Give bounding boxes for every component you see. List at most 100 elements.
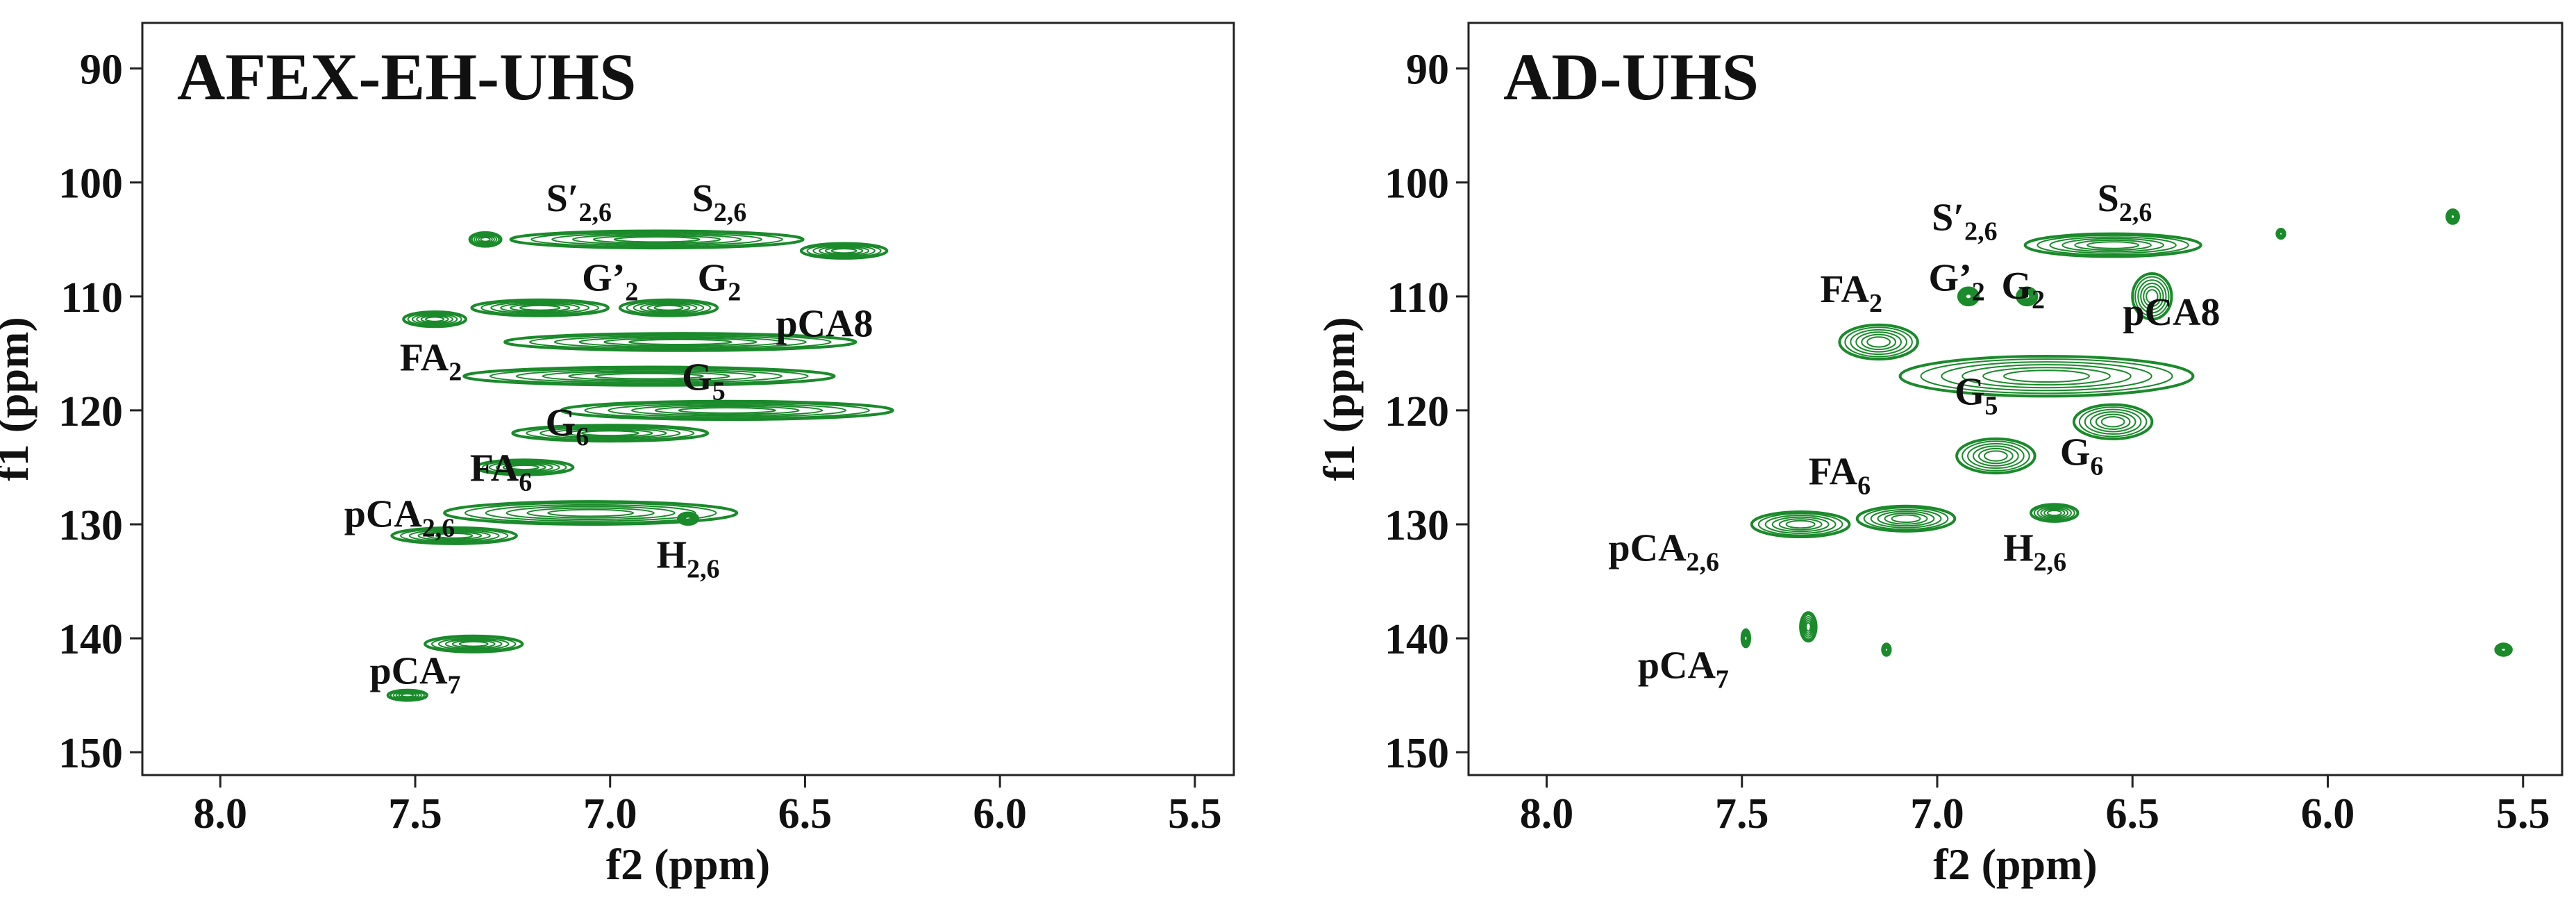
contour-ring bbox=[2137, 279, 2167, 314]
x-tick-label: 7.0 bbox=[1910, 790, 1964, 838]
y-tick-label: 90 bbox=[1406, 47, 1449, 94]
contour-ring bbox=[1983, 450, 2008, 462]
panel-title: AD-UHS bbox=[1503, 40, 1759, 114]
peak-label: pCA8 bbox=[2123, 291, 2220, 334]
contour-ring bbox=[1941, 361, 2152, 392]
contour-ring bbox=[1967, 442, 2025, 469]
contour-ring bbox=[681, 515, 695, 523]
peak-label-subscript: 2 bbox=[625, 278, 638, 307]
contour-ring bbox=[2140, 282, 2164, 310]
peak-label-subscript: 2 bbox=[2032, 285, 2045, 315]
contour-ring bbox=[390, 690, 425, 701]
peak-label-subscript: 2,6 bbox=[687, 554, 720, 583]
contour-ring bbox=[2447, 210, 2459, 224]
contour-peak bbox=[424, 634, 524, 654]
peak-label-main: G bbox=[2001, 265, 2032, 308]
contour-peak bbox=[1881, 642, 1892, 657]
peak-label-main: FA bbox=[1821, 268, 1870, 311]
peak-label: S2,6 bbox=[2098, 177, 2152, 227]
contour-ring bbox=[1973, 445, 2019, 467]
panel-afex-eh-uhs: 8.0 7.5 7.0 6.5 6.0 5.5 90 100 110 120 130 140 150 f2… bbox=[0, 22, 1235, 889]
contour-ring bbox=[1855, 504, 1957, 533]
contour-ring bbox=[411, 313, 458, 326]
contour-ring bbox=[683, 515, 694, 522]
x-tick-label: 6.0 bbox=[2301, 790, 2355, 838]
contour-ring bbox=[1785, 519, 1816, 529]
peak-label-subscript: 5 bbox=[712, 376, 726, 406]
contour-ring bbox=[618, 298, 719, 317]
y-tick-label: 150 bbox=[1385, 730, 1449, 777]
peak-label-subscript: 7 bbox=[448, 671, 461, 700]
peak-label: FA6 bbox=[1809, 451, 1871, 501]
contour-ring bbox=[553, 335, 807, 349]
contour-ring bbox=[2036, 506, 2072, 520]
peak-label: pCA7 bbox=[369, 650, 460, 700]
contour-ring bbox=[2500, 647, 2507, 652]
contour-ring bbox=[2100, 416, 2125, 428]
contour-ring bbox=[2023, 232, 2202, 258]
peak-label: G2 bbox=[698, 257, 742, 307]
plot-frame bbox=[141, 22, 1235, 776]
contour-ring bbox=[653, 304, 684, 311]
contour-ring bbox=[2448, 210, 2458, 223]
contour-peak bbox=[2275, 228, 2286, 240]
contour-ring bbox=[806, 244, 882, 258]
contour-ring bbox=[2049, 236, 2177, 254]
contour-ring bbox=[2143, 285, 2161, 308]
contour-ring bbox=[830, 248, 858, 254]
contour-ring bbox=[444, 638, 503, 649]
contour-ring bbox=[603, 338, 758, 347]
y-tick-label: 130 bbox=[58, 502, 123, 549]
contour-ring bbox=[2498, 645, 2509, 654]
contour-peak bbox=[1898, 354, 2195, 398]
contour-ring bbox=[676, 511, 700, 526]
peak-label-subscript: 2,6 bbox=[1964, 217, 1998, 247]
x-tick-label: 6.0 bbox=[973, 790, 1027, 838]
contour-ring bbox=[451, 640, 496, 649]
contour-ring bbox=[594, 372, 704, 380]
contour-ring bbox=[639, 302, 698, 313]
x-tick-label: 6.5 bbox=[2106, 790, 2160, 838]
x-tick-label: 6.5 bbox=[778, 790, 833, 838]
contour-peak bbox=[1799, 611, 1818, 643]
contour-ring bbox=[1838, 323, 1919, 361]
peak-label: S′2,6 bbox=[546, 177, 612, 227]
contour-ring bbox=[2033, 505, 2075, 522]
contour-peak bbox=[509, 229, 805, 250]
contour-peak bbox=[462, 365, 836, 387]
contour-ring bbox=[470, 298, 610, 317]
contour-ring bbox=[398, 692, 417, 699]
contour-peak bbox=[1838, 323, 1919, 361]
contour-ring bbox=[1964, 293, 1973, 300]
contour-ring bbox=[528, 333, 832, 351]
contour-ring bbox=[2019, 289, 2035, 303]
contour-ring bbox=[478, 235, 493, 244]
peak-label-main: FA bbox=[1809, 451, 1858, 494]
contour-ring bbox=[542, 370, 757, 383]
contour-ring bbox=[584, 401, 870, 419]
peak-label-main: pCA bbox=[1638, 644, 1716, 688]
contour-ring bbox=[1743, 635, 1748, 642]
peak-label-subscript: 2 bbox=[728, 278, 741, 307]
contour-ring bbox=[1898, 354, 2195, 398]
y-tick-label: 140 bbox=[58, 616, 123, 663]
peak-label-main: pCA bbox=[369, 650, 448, 693]
x-axis-title: f2 (ppm) bbox=[1933, 840, 2097, 889]
contour-ring bbox=[684, 516, 692, 522]
y-tick-label: 150 bbox=[58, 730, 123, 777]
contour-peak bbox=[474, 458, 575, 476]
peak-label-subscript: 2,6 bbox=[714, 198, 747, 227]
peak-label-subscript: 2,6 bbox=[2034, 548, 2067, 577]
y-tick-label: 120 bbox=[58, 388, 123, 435]
contour-ring bbox=[560, 399, 894, 422]
contour-ring bbox=[2043, 508, 2066, 517]
contour-peak bbox=[560, 399, 894, 422]
contour-peak bbox=[2445, 208, 2460, 225]
contour-ring bbox=[1982, 367, 2111, 386]
contour-ring bbox=[2499, 646, 2508, 654]
x-tick-label: 7.5 bbox=[1715, 790, 1769, 838]
contour-ring bbox=[480, 236, 491, 242]
contour-ring bbox=[2089, 411, 2136, 433]
y-tick-label: 110 bbox=[60, 274, 123, 322]
contour-peak bbox=[799, 242, 889, 260]
